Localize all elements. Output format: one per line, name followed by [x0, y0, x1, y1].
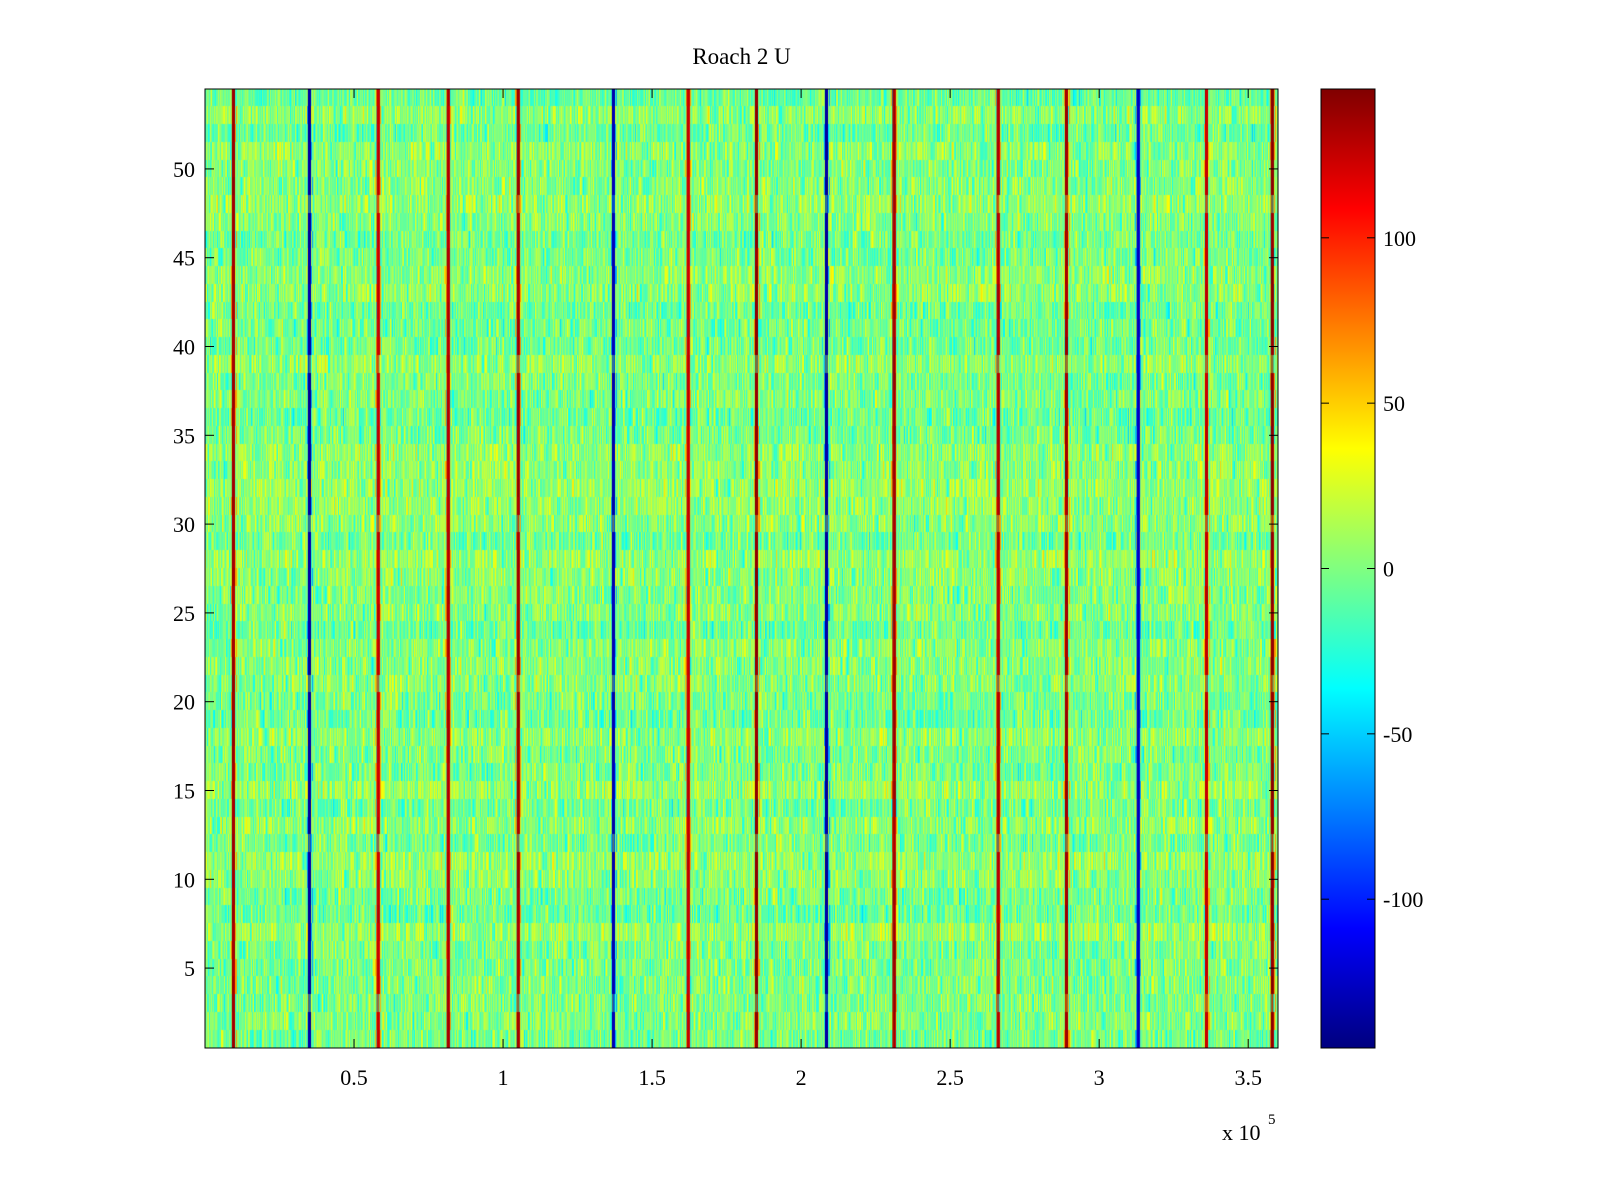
x-axis-multiplier: x 10 5	[1222, 1112, 1276, 1145]
spike-line	[996, 89, 1000, 1048]
spike-line	[611, 89, 615, 1048]
x-multiplier-base: x 10	[1222, 1120, 1261, 1145]
spike-line	[754, 89, 758, 1048]
colorbar-tick-label: -100	[1383, 887, 1423, 912]
colorbar: -100 -50 0 50 100	[1320, 88, 1423, 1049]
y-tick-label: 35	[173, 423, 195, 448]
heatmap-plot-area	[205, 89, 1278, 1048]
y-tick-label: 40	[173, 335, 195, 360]
spike-line	[446, 89, 450, 1048]
spike-line	[307, 89, 311, 1048]
y-tick-label: 20	[173, 690, 195, 715]
x-tick-label: 2.5	[936, 1065, 964, 1090]
spike-line	[892, 89, 896, 1048]
y-tick-label: 45	[173, 246, 195, 271]
spike-line	[1136, 89, 1140, 1048]
spike-line	[686, 89, 690, 1048]
spike-line	[376, 89, 380, 1048]
y-tick-label: 25	[173, 601, 195, 626]
x-tick-label: 0.5	[340, 1065, 368, 1090]
spike-line	[231, 89, 235, 1048]
spike-line	[1270, 89, 1274, 1048]
colorbar-tick-label: -50	[1383, 722, 1412, 747]
heatmap-image	[205, 89, 1278, 1048]
colorbar-tick-label: 100	[1383, 226, 1416, 251]
spike-line	[1204, 89, 1208, 1048]
y-tick-label: 50	[173, 157, 195, 182]
x-multiplier-exponent: 5	[1268, 1112, 1276, 1128]
spike-line	[516, 89, 520, 1048]
y-tick-label: 5	[184, 956, 195, 981]
y-tick-label: 30	[173, 512, 195, 537]
plot-frame	[204, 88, 1279, 1049]
x-tick-label: 1	[498, 1065, 509, 1090]
spike-line	[824, 89, 828, 1048]
axes: 0.5 1 1.5 2 2.5 3 3.5 5 10 15 20 25 30 35 40 45 50	[173, 89, 1278, 1090]
chart-title: Roach 2 U	[692, 44, 791, 69]
y-tick-label: 15	[173, 778, 195, 803]
y-tick-label: 10	[173, 867, 195, 892]
x-tick-label: 3.5	[1234, 1065, 1262, 1090]
colorbar-tick-label: 50	[1383, 391, 1405, 416]
colorbar-tick-label: 0	[1383, 557, 1394, 582]
colorbar-gradient	[1320, 88, 1376, 1049]
spike-line	[1064, 89, 1068, 1048]
x-tick-label: 3	[1094, 1065, 1105, 1090]
x-tick-label: 1.5	[638, 1065, 666, 1090]
x-tick-label: 2	[796, 1065, 807, 1090]
